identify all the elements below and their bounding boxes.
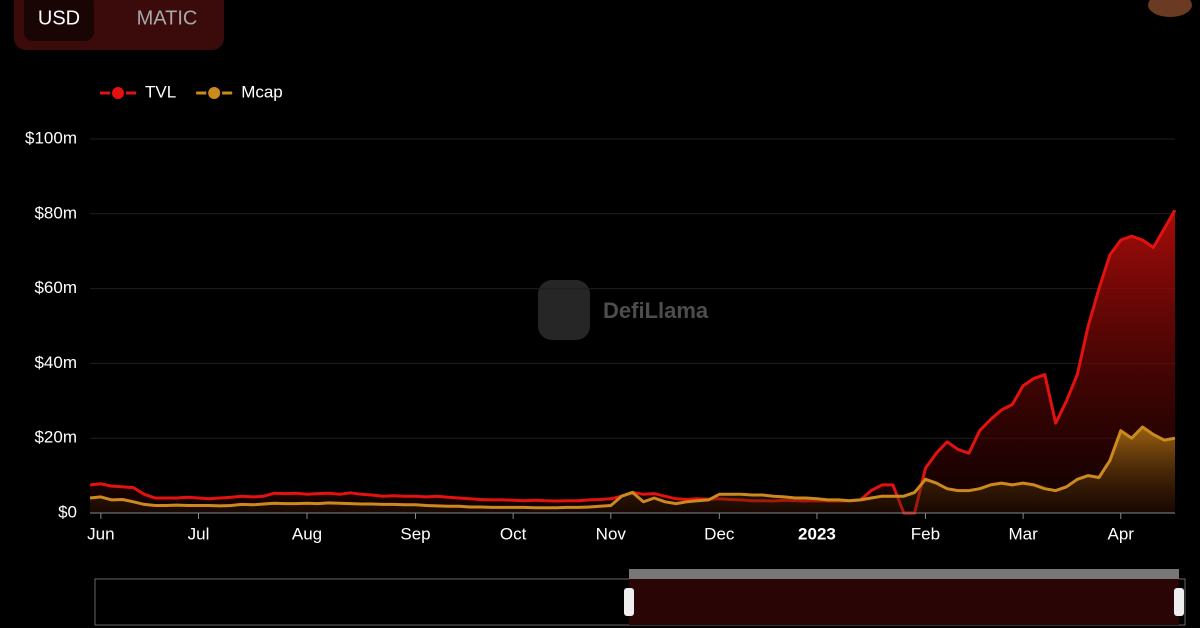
x-tick-label: Oct <box>500 524 527 543</box>
x-tick-label: Jun <box>87 524 114 543</box>
x-tick-label: Mar <box>1008 524 1038 543</box>
watermark-icon <box>538 280 590 340</box>
legend-label: Mcap <box>241 82 283 101</box>
brush-handle-bar[interactable] <box>629 569 1179 579</box>
plot-area <box>89 138 1177 515</box>
watermark: DefiLlama <box>603 298 709 323</box>
brush-selection[interactable] <box>629 579 1179 625</box>
x-tick-label: Apr <box>1108 524 1135 543</box>
legend-marker <box>110 85 126 101</box>
x-tick-label: Jul <box>188 524 210 543</box>
x-tick-label: Aug <box>292 524 322 543</box>
line <box>89 425 1176 510</box>
y-tick-label: $100m <box>25 128 77 147</box>
brush-handle[interactable] <box>1174 588 1184 616</box>
y-tick-label: $40m <box>34 353 77 372</box>
x-tick-label: 2023 <box>798 524 836 543</box>
legend-label: TVL <box>145 82 176 101</box>
toggle-option[interactable]: USD <box>38 7 80 29</box>
toggle-option[interactable]: MATIC <box>137 7 198 29</box>
y-tick-label: $80m <box>34 203 77 222</box>
y-tick-label: $60m <box>34 278 77 297</box>
x-tick-label: Sep <box>400 524 430 543</box>
y-tick-label: $0 <box>58 502 77 521</box>
area <box>90 427 1175 513</box>
toggle-selected[interactable] <box>24 0 94 41</box>
legend-marker <box>206 85 223 101</box>
x-tick-label: Nov <box>596 524 627 543</box>
y-tick-label: $20m <box>34 428 77 447</box>
x-tick-label: Feb <box>911 524 940 543</box>
brush-handle[interactable] <box>624 588 634 616</box>
logo <box>1148 0 1192 17</box>
x-tick-label: Dec <box>704 524 735 543</box>
area <box>90 210 1175 513</box>
watermark-group: DefiLlama <box>538 280 709 340</box>
